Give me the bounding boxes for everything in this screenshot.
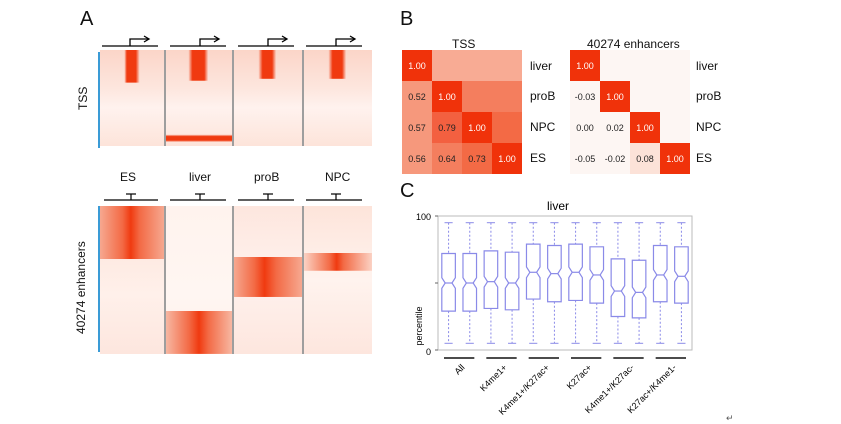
enh-row-label: liver (696, 59, 719, 73)
box-body (462, 252, 478, 312)
matrix-cell: 0.08 (630, 143, 660, 174)
matrix-cell: 1.00 (570, 50, 600, 81)
enhancer-label: 40274 enhancers (74, 241, 88, 334)
panel-b-letter: B (400, 8, 414, 30)
tss-bracket (98, 52, 100, 148)
enh-heatmap-es (100, 206, 164, 354)
enh-row-label: NPC (696, 120, 722, 134)
matrix-cell: 0.02 (606, 122, 624, 133)
enhancer-markers (104, 193, 362, 201)
y-tick-label: 0 (426, 347, 431, 357)
tss-matrix-title: TSS (452, 37, 476, 51)
enh-separator (302, 206, 304, 354)
tss-heatmap-npc (304, 50, 372, 146)
enh-heatmap-npc (304, 206, 372, 354)
matrix-cell: 0.73 (462, 143, 492, 174)
matrix-cell: 0.64 (432, 143, 462, 174)
group-label: K27ac+ (565, 362, 594, 391)
matrix-cell: 0.52 (402, 81, 432, 112)
tss-arrows (102, 35, 362, 47)
box-body (568, 243, 583, 302)
tss-row-label: liver (530, 59, 553, 73)
tss-row-label: NPC (530, 120, 556, 134)
col-label-liver: liver (189, 170, 212, 184)
enh-separator (164, 206, 166, 354)
matrix-cell: 1.00 (600, 81, 630, 112)
box-body (504, 251, 520, 311)
matrix-cell: 0.56 (402, 143, 432, 174)
enh-separator (232, 206, 234, 354)
matrix-cell: -0.05 (574, 153, 596, 164)
group-label: All (452, 362, 466, 376)
col-label-npc: NPC (325, 170, 351, 184)
matrix-cell (492, 112, 522, 143)
tss-row-label: proB (530, 89, 556, 103)
box-body (652, 244, 668, 303)
y-tick-label: 100 (416, 212, 431, 222)
enh-heatmap-liver (166, 206, 232, 354)
enh-row-label: proB (696, 89, 722, 103)
matrix-cell: 1.00 (660, 143, 690, 174)
tss-heatmap-es (100, 50, 164, 146)
col-label-es: ES (120, 170, 137, 184)
return-glyph: ↵ (726, 413, 734, 423)
box-body (525, 243, 541, 300)
matrix-cell: 1.00 (402, 50, 432, 81)
matrix-cell: 0.57 (402, 112, 432, 143)
box-body (610, 258, 626, 318)
matrix-cell: -0.02 (604, 153, 626, 164)
box-body (631, 259, 647, 319)
chart-title: liver (547, 199, 569, 213)
enhancer-bracket (98, 206, 100, 352)
matrix-cell: 1.00 (630, 112, 660, 143)
tss-label: TSS (76, 86, 90, 110)
box-body (441, 252, 456, 312)
panel-a-letter: A (80, 8, 94, 30)
tss-separator (302, 50, 304, 146)
matrix-cell: 1.00 (432, 81, 462, 112)
enh-matrix: 1.00 -0.03 1.00 0.00 0.02 1.00 -0.05 -0.… (570, 50, 690, 174)
box-body (589, 246, 605, 304)
matrix-cell: 1.00 (462, 112, 492, 143)
tss-heatmap-prob (234, 50, 302, 146)
y-axis-label: percentile (414, 306, 424, 345)
group-label: K4me1+ (478, 362, 509, 393)
matrix-cell: 0.00 (576, 122, 594, 133)
tss-separator (232, 50, 234, 146)
matrix-cell (432, 50, 522, 81)
matrix-cell: 0.79 (432, 112, 462, 143)
matrix-cell: -0.03 (574, 91, 596, 102)
tss-matrix: 1.00 0.52 1.00 0.57 0.79 1.00 0.56 0.64 … (402, 50, 522, 174)
matrix-cell (462, 81, 522, 112)
tss-separator (164, 50, 166, 146)
box-body (483, 250, 499, 310)
col-label-prob: proB (254, 170, 280, 184)
tss-heatmap-liver (166, 50, 232, 146)
box-plot: liver percentile 100 0 All K4me1+K4me1+/K… (414, 199, 693, 417)
tss-row-label: ES (530, 151, 547, 165)
matrix-cell: 1.00 (492, 143, 522, 174)
enh-heatmap-prob (234, 206, 302, 354)
box-body (674, 246, 689, 304)
enh-matrix-title: 40274 enhancers (587, 37, 680, 51)
enh-row-label: ES (696, 151, 713, 165)
box-body (547, 244, 562, 303)
panel-c-letter: C (400, 180, 415, 202)
